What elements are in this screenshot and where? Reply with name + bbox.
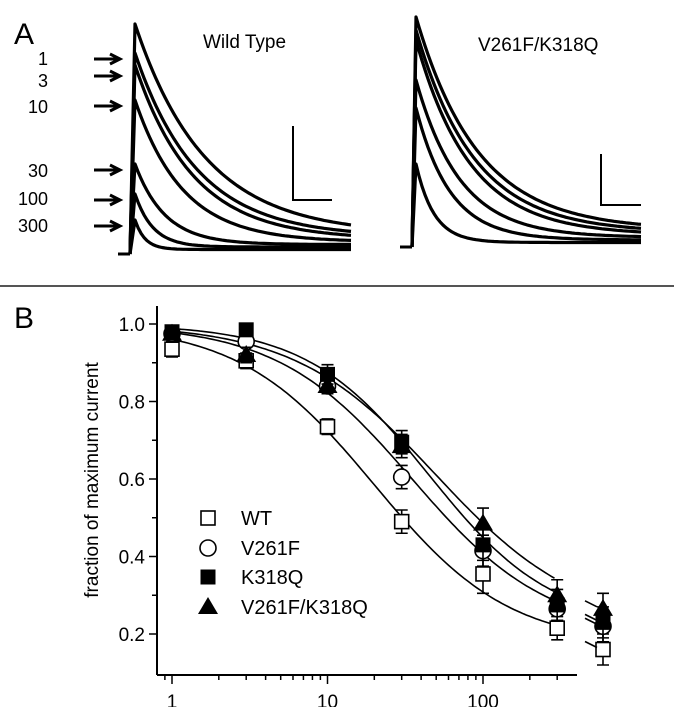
- legend-label: V261F/K318Q: [241, 597, 368, 619]
- current-trace: [410, 15, 642, 248]
- data-points: [162, 322, 613, 666]
- legend-item: K318Q: [200, 567, 303, 589]
- scale-bar-v261f-k318q: [600, 154, 641, 206]
- current-trace: [410, 78, 642, 248]
- arrow-icon: [94, 219, 124, 233]
- legend-marker: [198, 597, 218, 614]
- current-trace: [128, 218, 351, 255]
- legend: WT V261F K318Q V261F/K318Q: [198, 508, 368, 619]
- data-point: [317, 376, 338, 393]
- legend-label: WT: [241, 508, 272, 530]
- data-point: [549, 620, 565, 636]
- legend-item: V261F: [199, 538, 300, 560]
- arrow-icon: [94, 193, 124, 207]
- data-point: [547, 585, 568, 603]
- current-trace: [128, 192, 351, 255]
- legend-label: K318Q: [241, 567, 303, 589]
- legend-item: WT: [200, 508, 272, 530]
- concentration-arrows: 13 10 30 100 300: [18, 49, 124, 236]
- current-trace: [410, 106, 641, 248]
- arrow-icon: [94, 163, 124, 177]
- current-trace: [128, 22, 352, 255]
- arrow-label: 100: [18, 189, 48, 209]
- data-point: [392, 468, 411, 486]
- x-tick-label: 1: [167, 692, 178, 707]
- current-trace: [410, 162, 641, 248]
- current-trace: [128, 162, 351, 255]
- data-point: [236, 345, 257, 362]
- y-tick-label: 0.4: [119, 548, 146, 569]
- current-traces-wild-type: [118, 22, 352, 256]
- axis-break-mark: [584, 613, 598, 622]
- data-point: [475, 566, 491, 582]
- legend-marker: [199, 539, 217, 557]
- panel-b-label: B: [14, 302, 34, 335]
- axes: 0.2 0.4 0.6 0.8 1.0 1 10 100: [119, 306, 577, 707]
- arrow-label: 300: [18, 216, 48, 236]
- current-trace: [128, 51, 352, 255]
- y-tick-label: 0.8: [119, 393, 145, 414]
- current-traces-v261f-k318q: [400, 15, 642, 249]
- series-v261f: [163, 324, 612, 643]
- data-point: [162, 323, 182, 341]
- data-point: [473, 513, 493, 531]
- data-point: [393, 513, 410, 530]
- current-trace: [410, 28, 642, 248]
- data-point: [164, 341, 180, 357]
- recovery-point: [595, 641, 611, 658]
- x-tick-label: 100: [467, 692, 499, 707]
- scale-bar-wild-type: [292, 126, 332, 201]
- axis-break-mark: [584, 600, 598, 608]
- fit-curves: [171, 327, 555, 626]
- y-tick-label: 1.0: [119, 315, 145, 336]
- arrow-label: 1: [38, 49, 48, 69]
- series-v261f-k318q: [162, 323, 613, 626]
- data-point: [475, 537, 491, 553]
- fit-curve-v261f-k318q: [171, 330, 555, 579]
- current-trace: [410, 38, 642, 248]
- panel-a-label: A: [14, 18, 34, 51]
- arrow-icon: [94, 69, 124, 83]
- arrow-icon: [94, 99, 124, 113]
- data-point: [391, 436, 412, 454]
- x-tick-label: 10: [317, 692, 338, 707]
- y-tick-label: 0.6: [119, 470, 145, 491]
- arrow-icon: [94, 52, 124, 66]
- recovery-point: [593, 598, 613, 616]
- data-point: [238, 322, 254, 338]
- arrow-label: 3: [38, 71, 48, 91]
- series-wt: [164, 340, 611, 666]
- y-axis-label: fraction of maximum current: [82, 362, 103, 598]
- y-tick-label: 0.2: [119, 625, 145, 646]
- fit-curve-wt: [171, 338, 555, 626]
- axis-break-mark: [584, 640, 598, 649]
- data-point: [319, 418, 336, 435]
- axis-break-mark: [584, 617, 598, 625]
- legend-marker: [200, 510, 216, 526]
- trace-title-v261f-k318q: V261F/K318Q: [478, 35, 598, 56]
- legend-label: V261F: [241, 538, 300, 560]
- arrow-label: 10: [28, 97, 48, 117]
- fit-curve-v261f: [171, 331, 555, 602]
- legend-marker: [200, 569, 216, 585]
- trace-title-wild-type: Wild Type: [203, 32, 286, 53]
- current-trace: [128, 98, 352, 255]
- arrow-label: 30: [28, 161, 48, 181]
- fit-curve-k318q: [171, 327, 555, 593]
- legend-item: V261F/K318Q: [198, 597, 368, 619]
- current-trace: [128, 63, 352, 255]
- series-k318q: [164, 322, 611, 639]
